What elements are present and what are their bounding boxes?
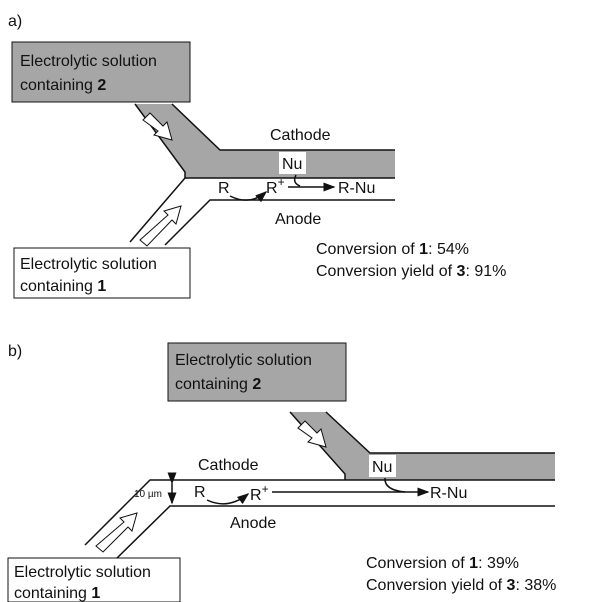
panel-label: b)	[8, 343, 22, 360]
electrode-label: Anode	[275, 211, 321, 228]
compound: 1	[419, 241, 428, 258]
box-text: containing 2	[175, 376, 261, 393]
cation: R+	[250, 482, 269, 504]
result-value: : 54%	[428, 241, 469, 258]
reactant: R	[218, 180, 230, 197]
nucleophile: Nu	[372, 459, 392, 476]
box-text: Electrolytic solution	[14, 564, 151, 581]
compound: 3	[457, 263, 466, 280]
panel-b: b) Electrolytic solution containing 2 10…	[7, 342, 556, 602]
box-text: containing	[20, 278, 93, 295]
curved-arrow	[384, 477, 406, 493]
channel-wall	[84, 479, 555, 546]
flow-arrow	[139, 205, 182, 247]
compound: 1	[469, 555, 478, 572]
box-text: Electrolytic solution	[175, 352, 312, 369]
box-text: containing	[20, 77, 93, 94]
nu-box	[279, 152, 306, 174]
flow-arrow	[95, 512, 138, 553]
flow-arrow	[297, 420, 327, 448]
result-text: Conversion of	[316, 241, 415, 258]
electrode-label: Cathode	[270, 127, 331, 144]
electrode-label: Cathode	[198, 457, 259, 474]
panel-a: a) Electrolytic solution containing 2 Ca…	[8, 13, 506, 299]
compound: 1	[97, 278, 106, 295]
result: Conversion yield of 3: 38%	[366, 577, 556, 594]
result-text: Conversion yield of	[316, 263, 453, 280]
nucleophile: Nu	[282, 156, 302, 173]
channel-wall	[129, 177, 186, 243]
cation: R	[266, 180, 278, 197]
curved-arrow	[206, 493, 250, 505]
inlet-box	[167, 342, 347, 402]
box-text: containing	[14, 585, 87, 602]
box-text: containing 1	[20, 278, 106, 295]
product: R-Nu	[338, 180, 375, 197]
curved-arrow	[293, 174, 301, 187]
charge: +	[262, 482, 269, 496]
gap-label: 10 µm	[134, 489, 162, 500]
cation: R+	[266, 175, 285, 197]
box-text: containing 1	[14, 585, 100, 602]
channel-wall	[171, 103, 395, 151]
nu-box	[369, 455, 396, 477]
result-value: : 38%	[515, 577, 556, 594]
box-text: containing 2	[20, 77, 106, 94]
channel-wall	[325, 411, 555, 454]
electrode-label: Anode	[230, 515, 276, 532]
inlet-box	[13, 247, 191, 299]
box-text: Electrolytic solution	[20, 256, 157, 273]
panel-label: a)	[8, 13, 22, 30]
product: R-Nu	[430, 485, 467, 502]
channel-wall	[134, 103, 395, 179]
channel-wall	[164, 199, 395, 246]
compound: 2	[252, 376, 261, 393]
channel-gray	[135, 104, 395, 178]
charge: +	[278, 175, 285, 189]
inlet-box	[7, 557, 181, 602]
box-text: Electrolytic solution	[20, 53, 157, 70]
curved-arrow	[229, 191, 268, 203]
compound: 3	[507, 577, 516, 594]
result: Conversion yield of 3: 91%	[316, 263, 506, 280]
result: Conversion of 1: 54%	[316, 241, 469, 258]
compound: 1	[91, 585, 100, 602]
result-text: Conversion yield of	[366, 577, 503, 594]
box-text: containing	[175, 376, 248, 393]
compound: 2	[97, 77, 106, 94]
result-value: : 91%	[465, 263, 506, 280]
inlet-box	[11, 41, 191, 103]
flow-arrow	[142, 112, 173, 141]
result: Conversion of 1: 39%	[366, 555, 519, 572]
reactant: R	[194, 484, 206, 501]
channel-gray	[290, 412, 555, 480]
result-text: Conversion of	[366, 555, 465, 572]
channel-wall	[114, 505, 555, 561]
result-value: : 39%	[478, 555, 519, 572]
cation: R	[250, 487, 262, 504]
